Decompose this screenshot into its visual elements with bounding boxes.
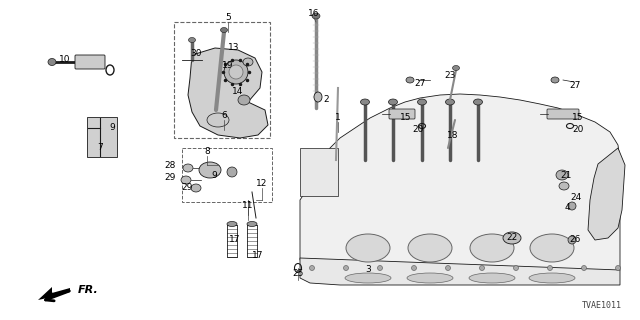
Text: 28: 28 — [164, 162, 176, 171]
Ellipse shape — [412, 266, 417, 270]
Ellipse shape — [247, 221, 257, 227]
Text: 5: 5 — [225, 13, 231, 22]
Text: 10: 10 — [60, 55, 71, 65]
Bar — [174, 22, 270, 138]
Text: 27: 27 — [414, 79, 426, 89]
Text: 29: 29 — [164, 173, 176, 182]
Text: 20: 20 — [412, 125, 424, 134]
Ellipse shape — [183, 164, 193, 172]
Text: 15: 15 — [400, 114, 412, 123]
Text: 3: 3 — [365, 266, 371, 275]
Ellipse shape — [227, 221, 237, 227]
Ellipse shape — [470, 234, 514, 262]
Text: 9: 9 — [109, 124, 115, 132]
Text: 18: 18 — [447, 131, 459, 140]
Ellipse shape — [181, 176, 191, 184]
Ellipse shape — [191, 184, 201, 192]
Text: TVAE1011: TVAE1011 — [582, 301, 622, 310]
Polygon shape — [188, 48, 268, 138]
Ellipse shape — [345, 273, 391, 283]
Text: 24: 24 — [570, 194, 582, 203]
FancyBboxPatch shape — [87, 117, 117, 157]
Ellipse shape — [503, 232, 521, 244]
Ellipse shape — [407, 273, 453, 283]
Text: 12: 12 — [256, 179, 268, 188]
Ellipse shape — [378, 266, 383, 270]
Ellipse shape — [568, 236, 576, 244]
Ellipse shape — [238, 95, 250, 105]
Bar — [182, 148, 272, 202]
Text: 4: 4 — [564, 204, 570, 212]
Text: 17: 17 — [252, 251, 264, 260]
Ellipse shape — [556, 170, 568, 180]
Text: 13: 13 — [228, 43, 240, 52]
FancyBboxPatch shape — [300, 148, 338, 196]
Text: FR.: FR. — [78, 285, 99, 295]
Ellipse shape — [221, 28, 227, 33]
Ellipse shape — [346, 234, 390, 262]
Ellipse shape — [559, 182, 569, 190]
Ellipse shape — [189, 37, 195, 43]
Ellipse shape — [445, 99, 454, 105]
Text: 26: 26 — [570, 236, 580, 244]
Text: 7: 7 — [97, 143, 103, 153]
Polygon shape — [300, 94, 620, 283]
Ellipse shape — [452, 66, 460, 70]
FancyBboxPatch shape — [389, 109, 415, 119]
Ellipse shape — [547, 266, 552, 270]
Ellipse shape — [417, 99, 426, 105]
Text: 9: 9 — [211, 171, 217, 180]
FancyBboxPatch shape — [547, 109, 579, 119]
Ellipse shape — [479, 266, 484, 270]
Ellipse shape — [616, 266, 621, 270]
Text: 8: 8 — [204, 148, 210, 156]
Text: 19: 19 — [222, 61, 234, 70]
Text: 1: 1 — [335, 114, 341, 123]
Polygon shape — [300, 258, 620, 285]
Text: 23: 23 — [444, 70, 456, 79]
Ellipse shape — [227, 167, 237, 177]
Text: 15: 15 — [572, 114, 584, 123]
Ellipse shape — [48, 59, 56, 66]
Ellipse shape — [310, 266, 314, 270]
Text: 21: 21 — [560, 171, 572, 180]
Text: 29: 29 — [181, 183, 193, 193]
Text: 2: 2 — [323, 95, 329, 105]
Ellipse shape — [474, 99, 483, 105]
Ellipse shape — [388, 99, 397, 105]
Text: 6: 6 — [221, 111, 227, 121]
Ellipse shape — [568, 202, 576, 210]
Text: 25: 25 — [292, 268, 304, 277]
Text: 14: 14 — [232, 86, 244, 95]
Polygon shape — [38, 287, 70, 300]
Text: 22: 22 — [506, 234, 518, 243]
Ellipse shape — [224, 60, 248, 84]
Ellipse shape — [582, 266, 586, 270]
FancyBboxPatch shape — [75, 55, 105, 69]
Polygon shape — [588, 148, 625, 240]
Text: 16: 16 — [308, 10, 320, 19]
Ellipse shape — [199, 162, 221, 178]
Ellipse shape — [312, 13, 320, 19]
Ellipse shape — [513, 266, 518, 270]
Ellipse shape — [207, 113, 229, 127]
Ellipse shape — [551, 77, 559, 83]
Ellipse shape — [406, 77, 414, 83]
Ellipse shape — [344, 266, 349, 270]
Ellipse shape — [469, 273, 515, 283]
Ellipse shape — [229, 65, 243, 79]
Text: 11: 11 — [243, 201, 253, 210]
Text: 17: 17 — [229, 236, 241, 244]
Ellipse shape — [529, 273, 575, 283]
Text: 27: 27 — [570, 82, 580, 91]
Text: 20: 20 — [572, 125, 584, 134]
Ellipse shape — [243, 58, 253, 66]
Ellipse shape — [314, 92, 322, 102]
Text: 30: 30 — [190, 50, 202, 59]
Ellipse shape — [360, 99, 369, 105]
Ellipse shape — [530, 234, 574, 262]
Ellipse shape — [445, 266, 451, 270]
Ellipse shape — [408, 234, 452, 262]
